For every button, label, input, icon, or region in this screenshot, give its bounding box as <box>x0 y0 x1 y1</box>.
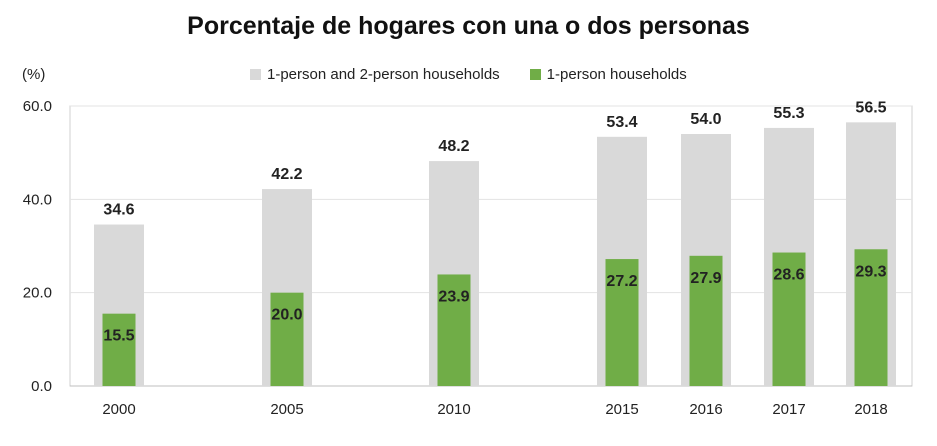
data-label-single: 23.9 <box>438 288 469 305</box>
bar-single <box>772 252 806 386</box>
bar-single <box>689 255 723 386</box>
data-label-pairs: 55.3 <box>773 105 804 122</box>
x-tick-label: 2005 <box>270 401 303 418</box>
data-label-pairs: 53.4 <box>606 114 637 131</box>
legend-label-pairs: 1-person and 2-person households <box>267 66 500 83</box>
chart-title: Porcentaje de hogares con una o dos pers… <box>187 12 750 40</box>
x-tick-label: 2016 <box>689 401 722 418</box>
data-label-single: 29.3 <box>855 263 886 280</box>
legend-item-pairs: 1-person and 2-person households <box>250 66 500 83</box>
legend-item-single: 1-person households <box>529 66 687 83</box>
data-label-single: 28.6 <box>773 267 804 284</box>
y-tick-label: 40.0 <box>23 191 52 208</box>
bar-single <box>854 249 888 386</box>
data-label-pairs: 54.0 <box>690 111 721 128</box>
x-tick-label: 2010 <box>437 401 470 418</box>
data-label-single: 20.0 <box>271 307 302 324</box>
legend-label-single: 1-person households <box>546 66 687 83</box>
y-axis-unit-label: (%) <box>22 66 46 83</box>
x-tick-label: 2017 <box>772 401 805 418</box>
data-label-single: 27.2 <box>606 273 637 290</box>
bar-single <box>270 292 304 386</box>
data-label-pairs: 34.6 <box>103 202 134 219</box>
data-label-pairs: 48.2 <box>438 138 469 155</box>
y-tick-label: 0.0 <box>31 378 52 395</box>
bar-single <box>102 313 136 386</box>
y-tick-label: 20.0 <box>23 285 52 302</box>
y-tick-label: 60.0 <box>23 98 52 115</box>
data-label-pairs: 56.5 <box>855 99 886 116</box>
legend-swatch-single <box>529 69 541 80</box>
x-tick-label: 2000 <box>102 401 135 418</box>
x-tick-label: 2015 <box>605 401 638 418</box>
data-label-single: 27.9 <box>690 270 721 287</box>
data-label-pairs: 42.2 <box>271 166 302 183</box>
legend-swatch-pairs <box>250 69 261 80</box>
bar-single <box>437 274 471 386</box>
x-tick-label: 2018 <box>854 401 887 418</box>
data-label-single: 15.5 <box>103 328 134 345</box>
legend: 1-person and 2-person households 1-perso… <box>250 66 717 83</box>
bar-single <box>605 259 639 386</box>
